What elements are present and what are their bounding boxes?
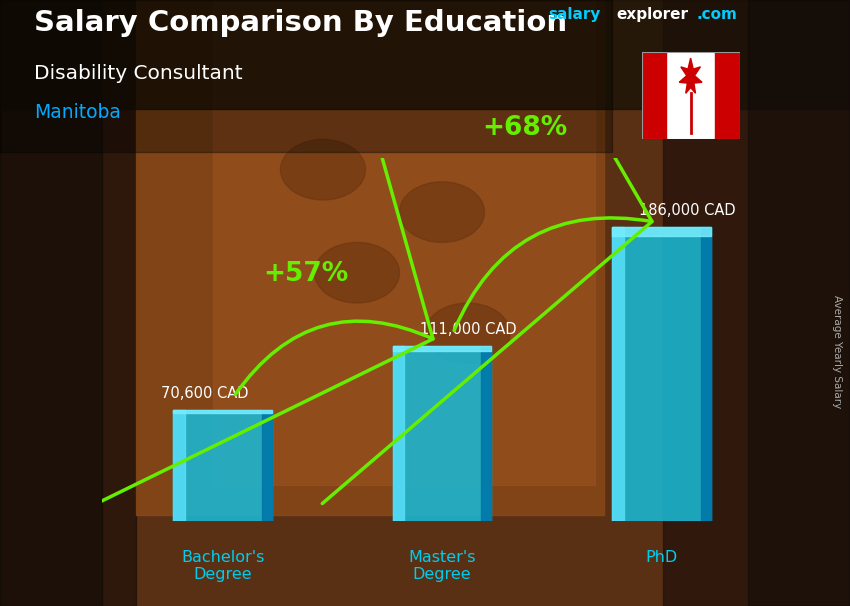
Bar [0, 0, 612, 152]
Bar [173, 410, 185, 521]
Text: Bachelor's
Degree: Bachelor's Degree [181, 550, 264, 582]
Bar [0, 0, 102, 606]
Circle shape [314, 242, 400, 303]
Text: Master's
Degree: Master's Degree [408, 550, 476, 582]
Bar [393, 345, 405, 521]
Bar [136, 0, 604, 515]
Text: explorer: explorer [616, 7, 689, 22]
FancyArrowPatch shape [43, 0, 433, 530]
Text: Salary Comparison By Education: Salary Comparison By Education [34, 9, 567, 37]
Circle shape [280, 139, 366, 200]
Bar [642, 52, 666, 139]
Text: Manitoba: Manitoba [34, 103, 121, 122]
Circle shape [425, 303, 510, 364]
Bar [173, 410, 272, 521]
Bar [0, 0, 136, 606]
Bar [212, 0, 595, 485]
Bar [663, 0, 850, 606]
Polygon shape [679, 58, 702, 93]
Bar [393, 345, 491, 351]
Bar [748, 0, 850, 606]
Text: +68%: +68% [483, 115, 568, 141]
Bar [701, 227, 711, 521]
Bar [173, 410, 272, 413]
Text: salary: salary [548, 7, 601, 22]
Bar [0, 0, 850, 109]
Text: 186,000 CAD: 186,000 CAD [639, 204, 736, 218]
Bar [715, 52, 740, 139]
Text: PhD: PhD [645, 550, 677, 565]
Text: +57%: +57% [264, 261, 348, 287]
Bar [393, 345, 491, 521]
Text: Disability Consultant: Disability Consultant [34, 64, 242, 82]
Text: 111,000 CAD: 111,000 CAD [420, 322, 517, 337]
Circle shape [400, 182, 484, 242]
Bar [612, 227, 624, 521]
Text: 70,600 CAD: 70,600 CAD [162, 386, 249, 401]
Text: Average Yearly Salary: Average Yearly Salary [832, 295, 842, 408]
FancyArrowPatch shape [322, 0, 652, 504]
Bar [612, 227, 711, 521]
Bar [262, 410, 272, 521]
Bar [481, 345, 491, 521]
Text: .com: .com [697, 7, 738, 22]
Bar [612, 227, 711, 236]
